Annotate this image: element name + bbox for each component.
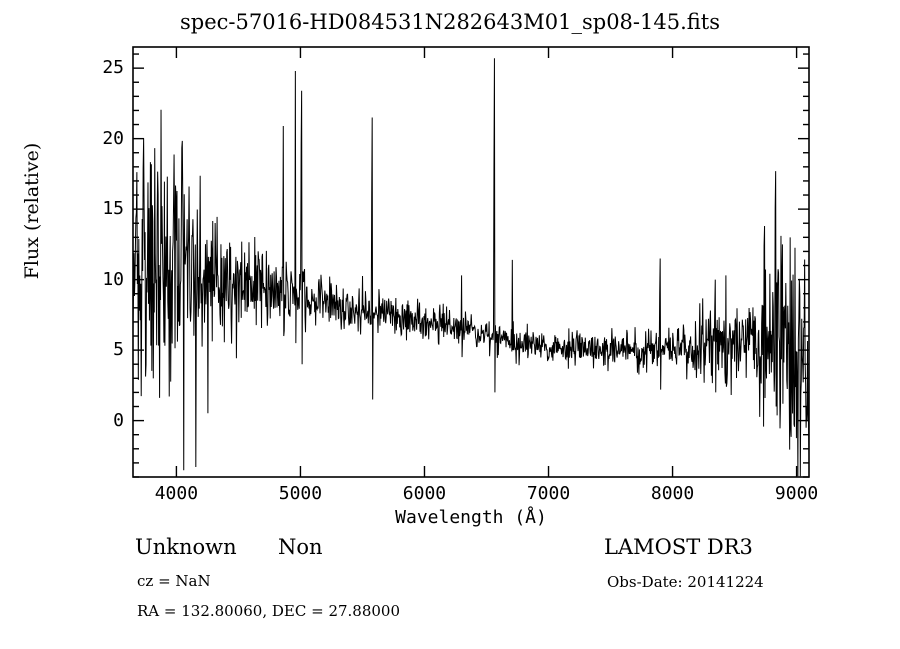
x-tick-label: 7000 (526, 483, 571, 504)
x-tick-label: 9000 (774, 483, 819, 504)
metadata-footer: Unknown Non LAMOST DR3 cz = NaN Obs-Date… (0, 527, 900, 649)
x-axis-label: Wavelength (Å) (395, 507, 547, 528)
x-tick-label: 4000 (154, 483, 199, 504)
y-axis-label: Flux (relative) (21, 142, 43, 280)
x-tick-label: 5000 (278, 483, 323, 504)
x-tick-label: 6000 (402, 483, 447, 504)
object-class: Unknown (135, 535, 237, 559)
spectrum-trace (133, 58, 809, 477)
axis-ticks (133, 47, 809, 478)
coordinates: RA = 132.80060, DEC = 27.88000 (137, 602, 401, 620)
observation-date: Obs-Date: 20141224 (607, 573, 764, 591)
redshift-value: cz = NaN (137, 572, 211, 590)
y-tick-label: 15 (102, 198, 124, 220)
y-tick-label: 0 (113, 409, 124, 431)
y-tick-label: 5 (113, 339, 124, 361)
page-title: spec-57016-HD084531N282643M01_sp08-145.f… (179, 10, 720, 34)
plot-frame (132, 46, 810, 478)
object-subclass: Non (278, 535, 323, 559)
y-tick-label: 20 (102, 127, 124, 149)
survey-name: LAMOST DR3 (604, 535, 753, 559)
y-tick-label: 10 (102, 268, 124, 290)
y-tick-label: 25 (102, 57, 124, 79)
x-tick-label: 8000 (650, 483, 695, 504)
